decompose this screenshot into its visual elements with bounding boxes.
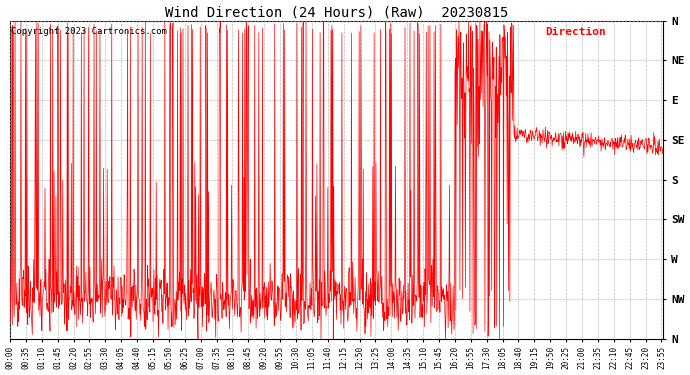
Text: Direction: Direction — [546, 27, 607, 37]
Title: Wind Direction (24 Hours) (Raw)  20230815: Wind Direction (24 Hours) (Raw) 20230815 — [165, 6, 509, 20]
Text: Copyright 2023 Cartronics.com: Copyright 2023 Cartronics.com — [11, 27, 166, 36]
